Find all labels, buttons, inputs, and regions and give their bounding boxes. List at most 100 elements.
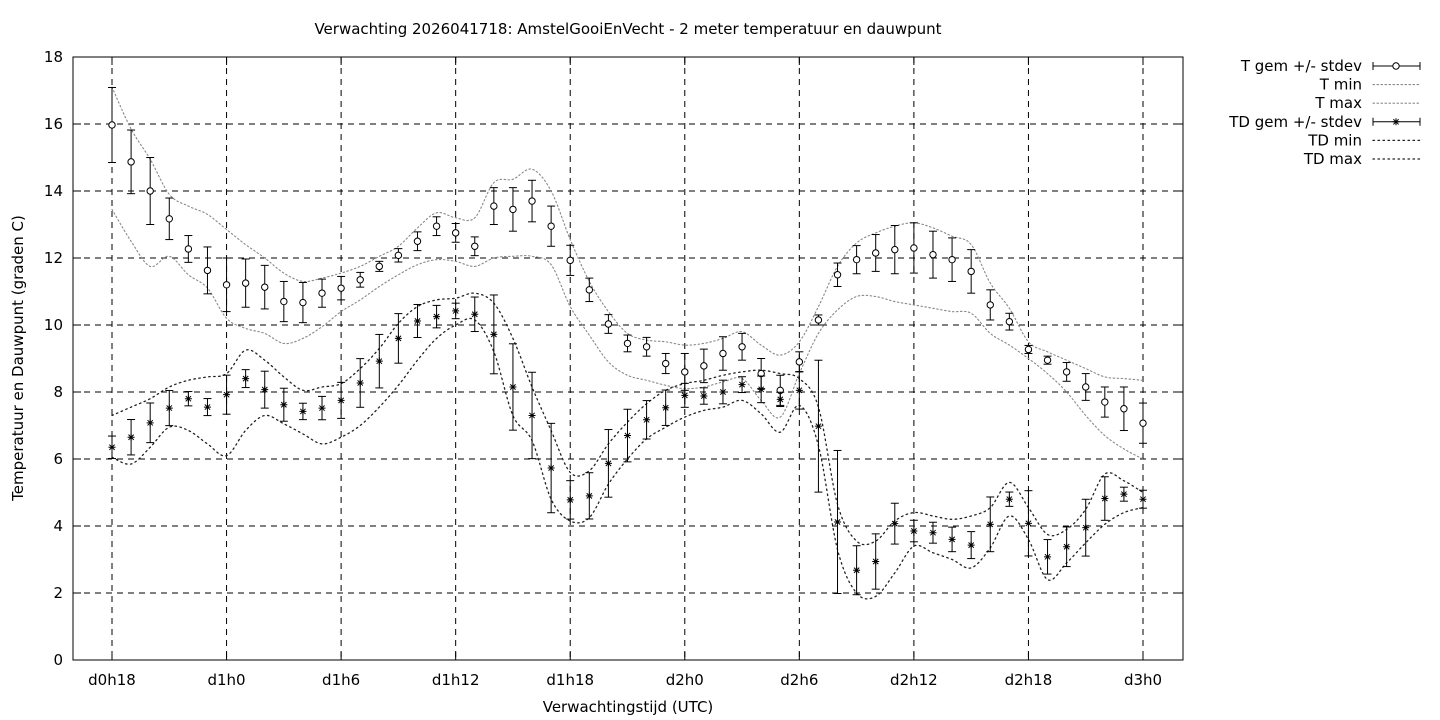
data-point: [490, 330, 498, 338]
data-point: [280, 297, 288, 306]
x-tick-label: d2h0: [666, 671, 704, 689]
data-point: [318, 404, 326, 412]
data-point: [165, 404, 173, 412]
y-tick-label: 18: [44, 48, 63, 66]
data-point: [853, 566, 861, 574]
data-point: [604, 320, 613, 328]
data-point: [719, 388, 727, 396]
data-point: [967, 267, 975, 276]
data-point: [127, 158, 135, 166]
data-point: [451, 229, 460, 237]
data-point: [127, 433, 135, 441]
data-point: [776, 395, 784, 403]
data-point: [967, 541, 975, 549]
data-point: [242, 375, 250, 383]
data-point: [681, 391, 689, 399]
data-point: [432, 222, 441, 230]
x-tick-label: d2h12: [890, 671, 938, 689]
data-point: [1120, 490, 1128, 498]
data-point: [834, 518, 842, 526]
data-point: [184, 245, 193, 253]
data-point: [528, 411, 536, 419]
data-point: [1024, 519, 1032, 527]
data-point: [891, 520, 899, 528]
data-point: [1043, 356, 1052, 364]
data-point: [585, 492, 593, 500]
data-point: [662, 404, 670, 412]
data-point: [452, 307, 460, 315]
data-point: [814, 316, 823, 324]
data-point: [1082, 383, 1090, 391]
y-tick-label: 12: [44, 249, 63, 267]
data-point: [241, 279, 250, 287]
data-point: [719, 349, 727, 358]
y-tick-label: 16: [44, 115, 63, 133]
data-point: [413, 317, 421, 325]
x-axis-label: Verwachtingstijd (UTC): [543, 698, 714, 716]
series-layer: [108, 86, 1147, 600]
data-point: [547, 464, 555, 472]
x-tick-label: d1h6: [322, 671, 360, 689]
data-point: [929, 529, 937, 537]
data-point: [261, 283, 269, 291]
data-point: [547, 222, 555, 230]
data-point: [356, 276, 364, 284]
legend-label: T min: [1319, 76, 1362, 94]
data-point: [872, 249, 880, 257]
series-line-t-min: [111, 208, 1144, 460]
y-tick-label: 14: [44, 182, 63, 200]
plot-area: [73, 57, 1183, 660]
data-point: [471, 242, 479, 250]
data-point: [146, 187, 154, 195]
data-point: [356, 379, 364, 387]
legend-label: TD min: [1307, 131, 1362, 149]
data-point: [222, 281, 231, 289]
data-point: [509, 383, 517, 391]
data-point: [700, 392, 708, 400]
data-point: [948, 255, 956, 264]
data-point: [795, 358, 804, 366]
data-point: [165, 215, 173, 223]
data-point: [413, 237, 422, 245]
series-t-gem-stdev: [108, 86, 1147, 444]
data-point: [700, 362, 708, 370]
data-point: [1044, 553, 1052, 561]
data-point: [986, 301, 994, 309]
data-point: [433, 313, 441, 321]
data-point: [394, 251, 403, 260]
y-tick-label: 4: [53, 517, 63, 535]
data-point: [910, 527, 918, 535]
data-point: [910, 244, 918, 252]
x-tick-label: d2h6: [780, 671, 818, 689]
data-point: [1101, 398, 1109, 406]
data-point: [223, 391, 231, 399]
data-point: [738, 343, 746, 351]
legend-label: TD max: [1303, 150, 1362, 168]
data-point: [929, 250, 937, 259]
data-point: [471, 310, 479, 318]
data-point: [203, 266, 212, 275]
data-point: [1005, 495, 1013, 503]
x-tick-label: d2h18: [1005, 671, 1053, 689]
y-tick-label: 10: [44, 316, 63, 334]
legend-marker: [1392, 118, 1400, 126]
data-point: [337, 284, 345, 292]
x-tick-label: d1h0: [207, 671, 245, 689]
data-point: [585, 286, 594, 294]
data-point: [1139, 495, 1147, 503]
data-point: [299, 407, 307, 415]
data-point: [661, 359, 670, 368]
y-tick-label: 2: [53, 584, 63, 602]
data-point: [642, 343, 651, 351]
x-tick-label: d1h12: [432, 671, 480, 689]
data-point: [624, 432, 631, 440]
data-point: [738, 381, 746, 389]
data-point: [1024, 345, 1033, 354]
data-point: [814, 422, 822, 430]
data-point: [1101, 495, 1109, 503]
y-tick-label: 6: [53, 450, 63, 468]
data-point: [948, 535, 956, 543]
series-line-t-max: [111, 86, 1144, 381]
